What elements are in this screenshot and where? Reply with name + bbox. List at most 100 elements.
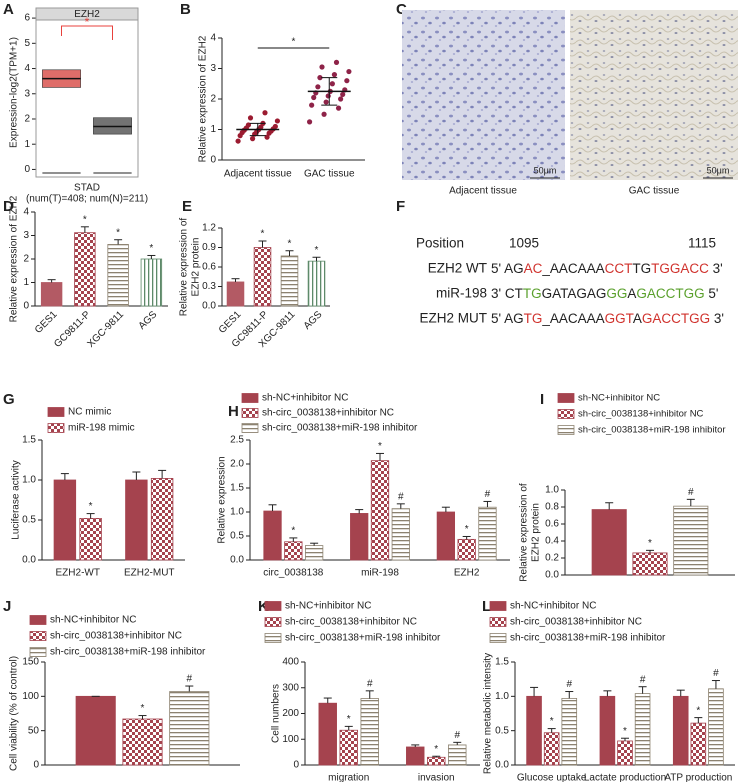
bar-annotation: * [83, 214, 87, 225]
y-tick-label: 50 [28, 725, 40, 736]
y-axis-label: Relative expression [217, 456, 228, 543]
bar-annotation: * [623, 726, 627, 737]
bar-annotation: * [291, 526, 295, 537]
legend-label: sh-circ_0038138+miR-198 inhibitor [578, 425, 726, 436]
legend-swatch [264, 617, 282, 627]
y-tick-label: 0 [33, 760, 39, 771]
x-tick-label: invasion [418, 773, 455, 782]
y-tick-label: 0.0 [545, 570, 559, 581]
bar [391, 508, 410, 561]
y-axis-label: EZH2 protein [191, 238, 202, 297]
bar-annotation: # [640, 674, 646, 685]
data-point [333, 59, 340, 65]
bar [53, 479, 77, 561]
bar-annotation: * [288, 238, 292, 249]
bar [226, 281, 245, 307]
sequence-segment: TG [523, 286, 542, 301]
legend-label: sh-NC+inhibitor NC [285, 601, 371, 612]
bar [370, 460, 390, 561]
x-tick-label: circ_0038138 [263, 568, 323, 579]
x-tick-label: GAC tissue [304, 169, 355, 180]
sequence-segment: 3' [710, 311, 724, 326]
bar-annotation: * [465, 524, 469, 535]
image-caption: Adjacent tissue [449, 186, 517, 197]
bar [169, 691, 210, 766]
bar [632, 552, 668, 576]
bar [263, 510, 282, 561]
bar [125, 479, 148, 561]
x-tick-label: GES1 [33, 309, 60, 336]
y-tick-label: 1 [24, 139, 30, 150]
sequence-segment: GG [606, 286, 627, 301]
panel-letter: D [3, 198, 14, 215]
x-tick-label: migration [328, 773, 369, 782]
sequence-segment: 5' AG [491, 261, 524, 276]
data-point [329, 81, 335, 87]
bar-annotation: * [648, 538, 652, 549]
legend-label: sh-circ_0038138+inhibitor NC [262, 408, 394, 419]
bar-annotation: * [116, 227, 120, 238]
y-tick-label: 3 [210, 63, 216, 74]
y-tick-label: 4 [210, 33, 216, 44]
plot-frame [35, 7, 139, 178]
y-axis-label: Cell numbers [271, 684, 282, 743]
sequence-segment: AC [524, 261, 543, 276]
y-tick-label: 0.6 [545, 519, 559, 530]
bar-annotation: * [378, 441, 382, 452]
sequence-segment: GACCTGG [642, 311, 710, 326]
histology-image [402, 10, 565, 180]
bar-annotation: # [454, 730, 460, 741]
sequence-name: EZH2 MUT [420, 311, 488, 326]
data-point [338, 96, 344, 102]
sequence-segment: 5' [705, 286, 719, 301]
panel-letter: F [396, 198, 405, 215]
bar-annotation: # [367, 678, 373, 689]
x-tick-label: EZH2-WT [56, 568, 100, 579]
data-point [264, 134, 270, 140]
bar [708, 688, 724, 766]
data-point [346, 68, 352, 75]
data-point [340, 91, 346, 98]
bar [634, 693, 651, 766]
bar [457, 538, 476, 561]
data-point [274, 118, 281, 124]
x-tick-label: EZH2-MUT [124, 568, 175, 579]
x-tick-label: AGS [137, 309, 160, 332]
bar-annotation: # [485, 489, 491, 500]
significance-label: * [292, 37, 296, 48]
legend-label: sh-circ_0038138+miR-198 inhibitor [262, 423, 418, 434]
y-tick-label: 200 [282, 708, 299, 719]
bar [253, 247, 272, 307]
y-axis-label: Relative expression of [519, 483, 530, 582]
legend-swatch [241, 423, 259, 433]
bar-annotation: # [713, 668, 719, 679]
panel-letter: G [3, 391, 15, 408]
bar-annotation: * [347, 714, 351, 725]
bar-annotation: * [434, 744, 438, 755]
x-axis-label: STAD [74, 183, 100, 194]
y-axis-label: Relative expression of [179, 218, 190, 317]
legend-swatch [489, 617, 507, 627]
legend-label: sh-NC+inhibitor NC [510, 601, 596, 612]
bar [448, 744, 467, 766]
panel-letter: A [3, 1, 14, 18]
bar [673, 505, 709, 576]
sequence-segment: TG [632, 261, 651, 276]
position-label: Position [416, 236, 464, 251]
panel-letter: C [396, 1, 407, 18]
sequence-segment: A [627, 286, 636, 301]
legend-swatch [241, 393, 259, 403]
y-tick-label: 0.0 [230, 555, 244, 566]
legend-swatch [264, 601, 282, 611]
legend-swatch [47, 407, 65, 417]
legend-swatch [489, 633, 507, 643]
sequence-name: miR-198 [436, 286, 487, 301]
y-tick-label: 0.6 [202, 262, 216, 273]
y-tick-label: 5 [24, 38, 30, 49]
legend-label: miR-198 mimic [68, 423, 135, 434]
bar [360, 698, 379, 766]
y-tick-label: 100 [282, 734, 299, 745]
y-tick-label: 1 [23, 277, 29, 288]
y-tick-label: 4 [23, 207, 29, 218]
